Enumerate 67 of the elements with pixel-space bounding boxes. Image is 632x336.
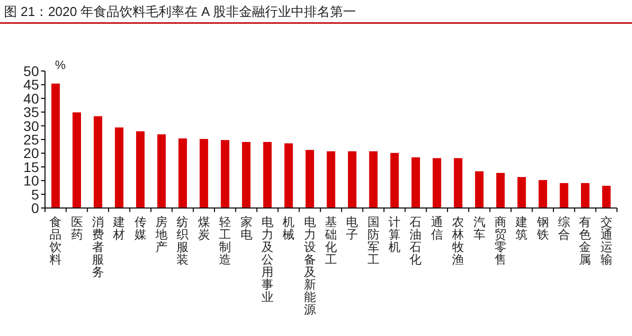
bar — [432, 158, 442, 208]
y-axis-title: % — [55, 58, 66, 72]
chart-title: 图 21：2020 年食品饮料毛利率在 A 股非金融行业中排名第一 — [4, 4, 356, 19]
x-tick-label: 电力设备及新能源 — [304, 215, 316, 316]
x-tick-label: 汽车 — [473, 215, 486, 242]
y-tick-label: 45 — [23, 76, 40, 93]
y-tick-label: 0 — [31, 200, 40, 216]
x-tick-label: 消费者服务 — [92, 215, 104, 279]
bar — [348, 151, 356, 208]
bar — [263, 142, 272, 208]
bar — [72, 112, 82, 208]
x-tick-label: 医药 — [70, 215, 83, 242]
y-tick-label: 5 — [31, 186, 40, 202]
x-tick-label: 交通运输 — [600, 215, 612, 266]
x-tick-label: 纺织服装 — [176, 215, 189, 266]
x-tick-label: 传媒 — [134, 215, 146, 242]
bar — [326, 151, 336, 208]
bar — [114, 127, 124, 208]
y-tick-label: 40 — [23, 90, 40, 106]
x-tick-label: 食品饮料 — [48, 215, 62, 266]
bar — [390, 152, 399, 208]
x-tick-label: 计算机 — [388, 215, 401, 254]
bar — [306, 150, 314, 208]
bar — [157, 134, 166, 208]
x-tick-label: 通信 — [430, 215, 443, 242]
bar — [284, 143, 293, 208]
x-tick-label: 基础化工 — [324, 215, 337, 266]
x-tick-label: 建材 — [112, 215, 126, 242]
y-tick-label: 25 — [23, 132, 40, 148]
bar — [200, 138, 208, 208]
x-tick-label: 家电 — [240, 215, 252, 242]
x-tick-label: 轻工制造 — [219, 215, 232, 266]
bar — [412, 157, 420, 208]
bar — [242, 142, 250, 208]
bar — [220, 140, 230, 208]
y-tick-label: 30 — [23, 118, 40, 134]
bar — [538, 180, 548, 208]
x-tick-label: 石油石化 — [410, 215, 422, 266]
x-tick-label: 农林牧渔 — [451, 215, 464, 266]
x-tick-label: 国防军工 — [367, 215, 380, 266]
x-tick-label: 商贸零售 — [494, 215, 506, 266]
bar — [51, 84, 60, 208]
bar — [496, 172, 505, 208]
x-tick-label: 房地产 — [154, 215, 168, 254]
bar — [136, 131, 145, 208]
x-tick-label: 有色金属 — [579, 215, 592, 266]
bar — [454, 158, 462, 208]
y-tick-label: 20 — [23, 145, 40, 162]
bar — [517, 177, 526, 208]
x-tick-label: 钢铁 — [536, 215, 549, 242]
bar — [475, 171, 484, 208]
x-tick-label: 电力及公用事业 — [261, 215, 274, 304]
y-tick-label: 50 — [23, 63, 40, 79]
bar — [560, 183, 568, 208]
bar — [580, 183, 590, 208]
x-tick-label: 电子 — [346, 215, 358, 242]
x-tick-label: 综合 — [558, 215, 570, 242]
y-tick-label: 15 — [23, 158, 40, 175]
x-tick-label: 煤炭 — [198, 215, 210, 242]
x-tick-label: 建筑 — [514, 215, 528, 242]
bar — [178, 138, 187, 208]
x-tick-label: 机械 — [282, 215, 295, 242]
bar — [94, 116, 102, 208]
y-tick-label: 10 — [23, 172, 40, 189]
y-tick-label: 35 — [23, 104, 40, 120]
bar — [602, 186, 611, 208]
bar — [369, 151, 378, 208]
